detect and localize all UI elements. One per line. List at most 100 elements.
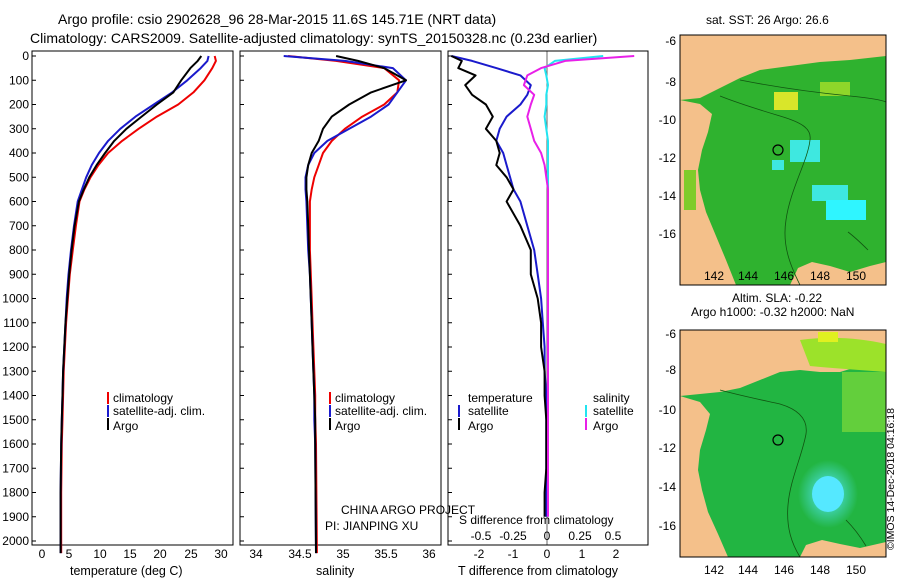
tick-label: 35 — [336, 547, 350, 561]
legend-label: satellite-adj. clim. — [335, 404, 427, 418]
tick-label: 142 — [704, 563, 724, 577]
depth-tick-label: 1100 — [3, 316, 29, 330]
series-line-temperature-satellite — [451, 55, 548, 517]
tick-marks — [32, 55, 452, 542]
cold-patch — [812, 185, 848, 201]
tick-label: 0.5 — [605, 529, 622, 543]
title-line1: Argo profile: csio 2902628_96 28-Mar-201… — [58, 11, 496, 27]
difference-xticks: -2 -1 0 1 2 — [474, 547, 620, 561]
bathymetry-contour — [847, 231, 869, 251]
series-line-temperature-argo — [450, 55, 548, 517]
depth-tick-label: 400 — [9, 146, 29, 160]
tick-label: 150 — [846, 269, 866, 283]
map-top-xticks: 142 144 146 148 150 — [704, 269, 866, 283]
sla-map — [680, 330, 886, 557]
legend-temperature-header: temperature — [468, 391, 533, 405]
depth-axis: 0 100 200 300 400 500 600 700 800 900 1000 1100 1200… — [2, 49, 29, 548]
temperature-xlabel: temperature (deg C) — [70, 564, 183, 578]
legend-label: satellite-adj. clim. — [113, 404, 205, 418]
tick-label: 150 — [846, 563, 866, 577]
depth-tick-label: 1800 — [2, 486, 29, 500]
tick-label: 34 — [249, 547, 263, 561]
series-line-climatology — [287, 55, 401, 554]
warm-patch — [820, 82, 850, 96]
legend-label: Argo — [468, 419, 494, 433]
map-bottom-xticks: 142 144 146 148 150 — [704, 563, 866, 577]
map-bottom-frame — [679, 329, 887, 558]
bathymetry-contour — [719, 389, 807, 557]
cold-patch — [772, 160, 784, 170]
depth-tick-label: 1300 — [2, 364, 29, 378]
tick-label: -16 — [659, 519, 677, 533]
tick-label: 5 — [66, 547, 73, 561]
high-sla-region — [818, 332, 838, 342]
depth-tick-label: 900 — [9, 267, 29, 281]
tick-label: 146 — [774, 563, 794, 577]
depth-tick-label: 0 — [22, 49, 29, 63]
difference-legend: temperature satellite Argo salinity sate… — [458, 391, 634, 433]
profile-location-marker — [772, 434, 784, 446]
tick-label: -1 — [508, 547, 519, 561]
tick-label: 148 — [810, 269, 830, 283]
difference-xlabel: T difference from climatology — [458, 564, 619, 578]
tick-label: 148 — [810, 563, 830, 577]
land-cape-york — [680, 100, 736, 285]
tick-label: 2 — [613, 547, 620, 561]
series-line-salinity-satellite — [543, 55, 604, 517]
depth-tick-label: 100 — [9, 73, 29, 87]
depth-tick-label: 1600 — [2, 437, 29, 451]
tick-label: 144 — [738, 269, 758, 283]
tick-label: -10 — [659, 113, 677, 127]
depth-tick-label: 1900 — [2, 510, 29, 524]
tick-label: 34.5 — [288, 547, 312, 561]
project-name: CHINA ARGO PROJECT — [341, 503, 476, 517]
legend-label: climatology — [113, 391, 173, 405]
tick-label: -6 — [665, 34, 676, 48]
tick-label: 20 — [153, 547, 167, 561]
tick-label: -6 — [665, 327, 676, 341]
temperature-xticks: 0 5 10 15 20 25 30 — [39, 547, 228, 561]
map-top-yticks: -6 -8 -10 -12 -14 -16 — [659, 34, 677, 241]
land-coast — [790, 262, 886, 285]
land-coast — [800, 540, 886, 557]
tick-label: 144 — [738, 563, 758, 577]
project-pi: PI: JIANPING XU — [325, 519, 418, 533]
tick-label: -12 — [659, 441, 677, 455]
depth-tick-label: 600 — [9, 195, 29, 209]
map-top-title: sat. SST: 26 Argo: 26.6 — [706, 13, 829, 27]
s-difference-ticks: -0.5 -0.25 0 0.25 0.5 — [471, 529, 622, 543]
tick-label: 30 — [214, 547, 228, 561]
warm-patch — [774, 92, 798, 110]
tick-label: -14 — [659, 480, 677, 494]
tick-label: 10 — [93, 547, 107, 561]
depth-tick-label: 1200 — [2, 340, 29, 354]
tick-label: -14 — [659, 189, 677, 203]
depth-tick-label: 500 — [9, 170, 29, 184]
high-sla-region — [800, 337, 886, 372]
tick-label: 25 — [184, 547, 198, 561]
depth-tick-label: 1000 — [2, 292, 29, 306]
tick-label: 0 — [544, 547, 551, 561]
map-bottom-yticks: -6 -8 -10 -12 -14 -16 — [659, 327, 677, 533]
series-line-satellite-adj-clim- — [283, 55, 407, 554]
tick-label: 1 — [579, 547, 586, 561]
map-bottom-title1: Altim. SLA: -0.22 — [732, 291, 822, 305]
low-sla-region — [798, 460, 858, 528]
series-line-argo — [305, 55, 407, 554]
temperature-legend: climatology satellite-adj. clim. Argo — [107, 391, 205, 433]
tick-label: -2 — [474, 547, 485, 561]
title-line2: Climatology: CARS2009. Satellite-adjuste… — [30, 30, 597, 46]
high-sla-region — [842, 372, 886, 432]
salinity-panel — [239, 50, 442, 546]
map-bottom-title2: Argo h1000: -0.32 h2000: NaN — [691, 305, 854, 319]
land-cape-york — [680, 396, 728, 557]
salinity-xticks: 34 34.5 35 35.5 36 — [249, 547, 436, 561]
series-line-salinity-argo — [522, 55, 635, 517]
tick-label: -8 — [665, 75, 676, 89]
legend-label: satellite — [593, 404, 634, 418]
depth-tick-label: 200 — [9, 98, 29, 112]
series-layer — [59, 55, 635, 554]
legend-label: Argo — [593, 419, 619, 433]
salinity-xlabel: salinity — [316, 564, 355, 578]
sst-map — [680, 35, 886, 285]
